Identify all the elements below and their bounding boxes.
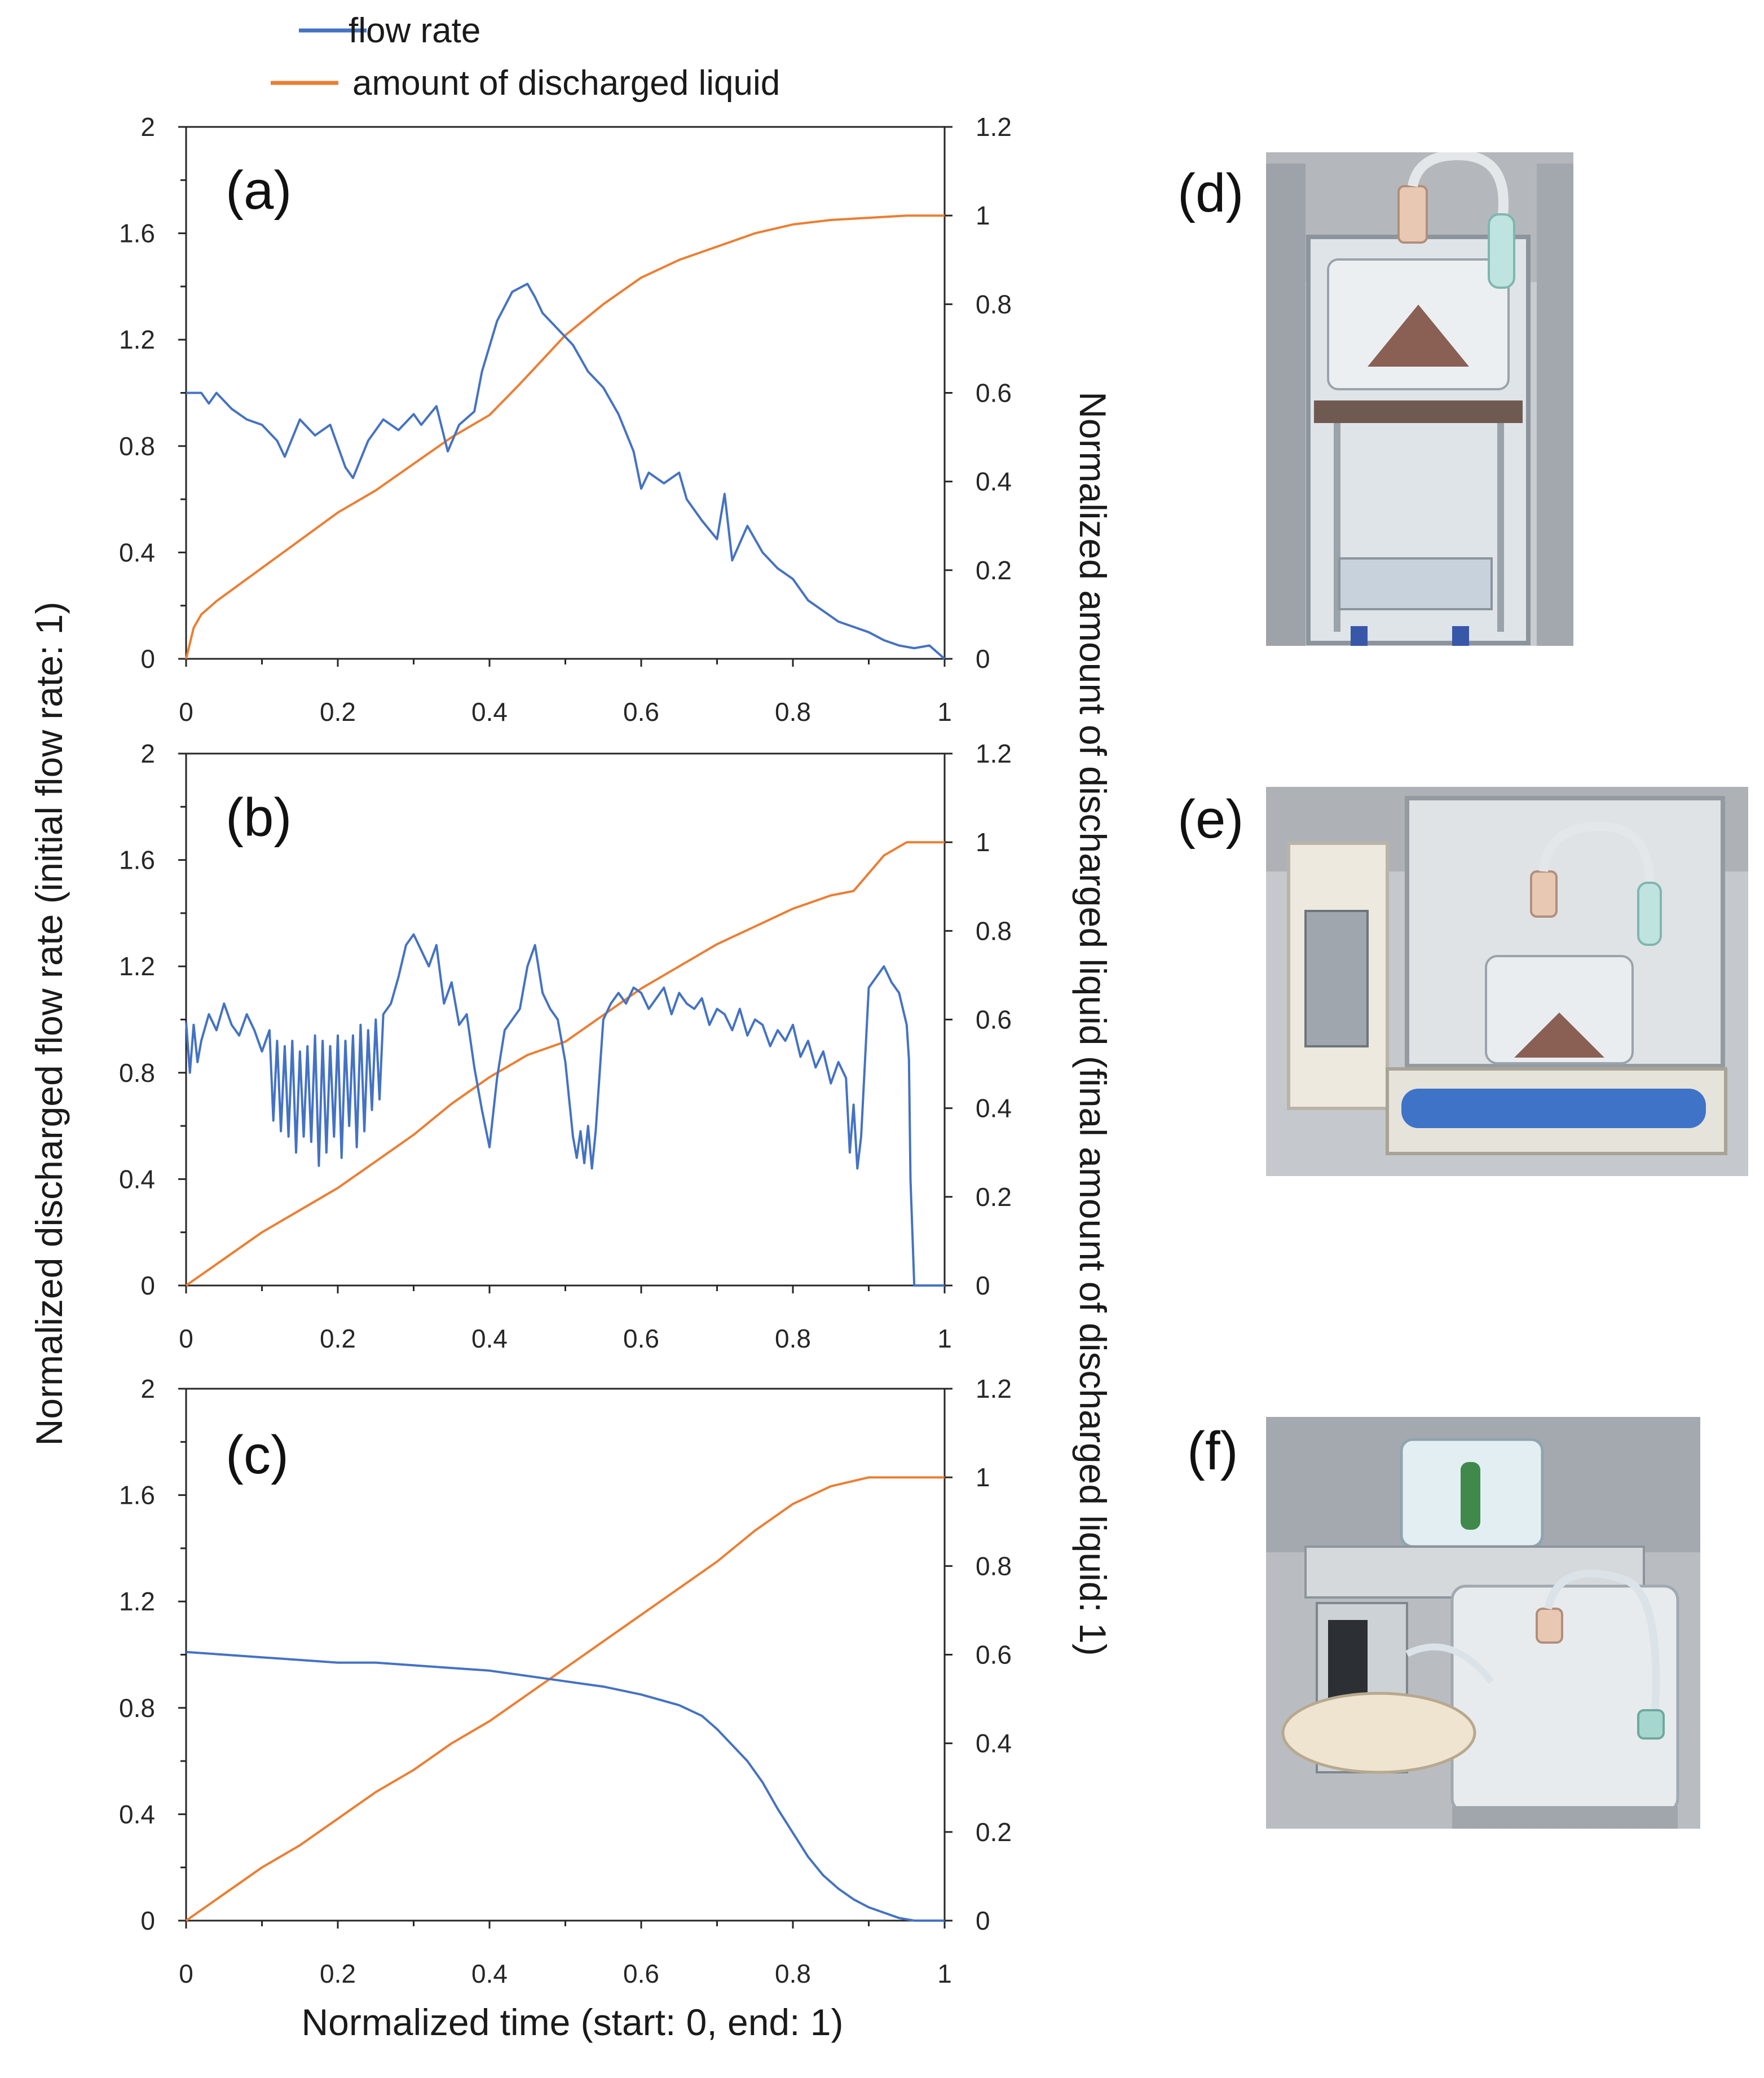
y-left-tick-label: 0 bbox=[140, 1906, 155, 1935]
photo-panel-f: (f) bbox=[1187, 1417, 1700, 1829]
y-left-tick-label: 2 bbox=[140, 112, 155, 142]
y-left-tick-label: 0 bbox=[140, 1271, 155, 1300]
x-tick-label: 0.2 bbox=[320, 697, 356, 727]
y-right-tick-label: 0.6 bbox=[976, 1640, 1012, 1670]
y-left-tick-label: 0.4 bbox=[119, 1799, 155, 1829]
x-tick-label: 0.2 bbox=[320, 1324, 356, 1353]
y-left-tick-label: 2 bbox=[140, 739, 155, 768]
y-left-tick-label: 0.8 bbox=[119, 432, 155, 461]
x-axis-title: Normalized time (start: 0, end: 1) bbox=[302, 2001, 844, 2043]
x-tick-label: 1 bbox=[937, 697, 952, 727]
flow-series-line bbox=[185, 933, 945, 1287]
y-right-tick-label: 1.2 bbox=[976, 739, 1012, 768]
x-tick-label: 0.8 bbox=[775, 1324, 811, 1353]
x-tick-label: 0.4 bbox=[471, 1959, 508, 1988]
y-right-tick-label: 0 bbox=[976, 1906, 990, 1935]
photo-panel-d: (d) bbox=[1178, 152, 1573, 646]
y-right-tick-label: 0.8 bbox=[976, 916, 1012, 945]
y-right-tick-label: 1.2 bbox=[976, 112, 1012, 142]
x-tick-label: 0.6 bbox=[623, 697, 659, 727]
x-axis: 0 0.2 0.4 0.6 0.8 1 bbox=[179, 1285, 952, 1353]
y-left-tick-label: 0.8 bbox=[119, 1058, 155, 1088]
y-right-tick-label: 1 bbox=[976, 827, 990, 857]
y-right-axis: 0 0.2 0.4 0.6 0.8 1 1.2 bbox=[945, 112, 1012, 673]
y-left-tick-label: 0.4 bbox=[119, 538, 155, 567]
x-tick-label: 1 bbox=[937, 1324, 952, 1353]
y-right-tick-label: 0.6 bbox=[976, 1005, 1012, 1034]
flow-series-line bbox=[186, 283, 946, 660]
panel-label-a: (a) bbox=[226, 160, 292, 221]
photo-panel-e: (e) bbox=[1178, 787, 1748, 1176]
y-right-axis: 0 0.2 0.4 0.6 0.8 1 1.2 bbox=[945, 1374, 1012, 1935]
panel-label-e: (e) bbox=[1178, 789, 1243, 849]
x-axis: 0 0.2 0.4 0.6 0.8 1 bbox=[179, 659, 952, 727]
amount-series-line bbox=[185, 841, 945, 1287]
y-left-tick-label: 2 bbox=[140, 1374, 155, 1403]
chart-panel-c: 0 0.4 0.8 1.2 1.6 2 0 0.2 0.4 0.6 0.8 1 1.2 0 0.2 0.4… bbox=[119, 1374, 1012, 1988]
y-right-tick-label: 0.6 bbox=[976, 378, 1012, 408]
y-right-tick-label: 0.4 bbox=[976, 1729, 1012, 1758]
y-right-axis-title: Normalized amount of discharged liquid (… bbox=[1072, 391, 1114, 1656]
y-right-tick-label: 0 bbox=[976, 1271, 990, 1300]
legend-label-flow: flow rate bbox=[349, 11, 480, 50]
y-right-tick-label: 0 bbox=[976, 644, 990, 673]
amount-series-line bbox=[185, 214, 945, 659]
x-tick-label: 0.2 bbox=[320, 1959, 356, 1988]
y-right-tick-label: 0.2 bbox=[976, 1182, 1012, 1212]
y-left-axis: 0 0.4 0.8 1.2 1.6 2 bbox=[119, 739, 186, 1300]
y-left-tick-label: 1.6 bbox=[119, 219, 155, 248]
chart-panel-a: 0 0.4 0.8 1.2 1.6 2 0 0.2 0.4 0.6 0.8 1 1.2 0 0.2 0.4… bbox=[119, 112, 1012, 727]
x-tick-label: 0 bbox=[179, 697, 193, 727]
apparatus-photo-icon bbox=[1266, 787, 1748, 1176]
y-left-axis: 0 0.4 0.8 1.2 1.6 2 bbox=[119, 112, 186, 673]
y-right-tick-label: 0.8 bbox=[976, 1551, 1012, 1580]
y-left-tick-label: 0.8 bbox=[119, 1693, 155, 1723]
x-tick-label: 0 bbox=[179, 1959, 193, 1988]
y-left-axis-title: Normalized discharged flow rate (initial… bbox=[28, 602, 70, 1446]
y-right-tick-label: 0.4 bbox=[976, 467, 1012, 496]
y-left-tick-label: 1.6 bbox=[119, 1481, 155, 1510]
x-tick-label: 0.6 bbox=[623, 1324, 659, 1353]
x-tick-label: 0.4 bbox=[471, 1324, 508, 1353]
plot-area-frame bbox=[185, 1388, 946, 1922]
x-tick-label: 0.8 bbox=[775, 1959, 811, 1988]
y-right-axis: 0 0.2 0.4 0.6 0.8 1 1.2 bbox=[945, 739, 1012, 1300]
x-tick-label: 0.8 bbox=[775, 697, 811, 727]
x-tick-label: 0.4 bbox=[471, 697, 508, 727]
apparatus-photo-icon bbox=[1266, 152, 1573, 646]
plot-area-frame bbox=[185, 752, 946, 1287]
panel-label-c: (c) bbox=[226, 1425, 289, 1485]
x-tick-label: 0.6 bbox=[623, 1959, 659, 1988]
y-left-tick-label: 0.4 bbox=[119, 1164, 155, 1194]
x-tick-label: 0 bbox=[179, 1324, 193, 1353]
panel-label-d: (d) bbox=[1178, 163, 1243, 223]
y-left-tick-label: 0 bbox=[140, 644, 155, 673]
y-right-tick-label: 1.2 bbox=[976, 1374, 1012, 1403]
y-left-axis: 0 0.4 0.8 1.2 1.6 2 bbox=[119, 1374, 186, 1935]
y-right-tick-label: 1 bbox=[976, 201, 990, 230]
panel-label-b: (b) bbox=[226, 787, 292, 848]
y-right-tick-label: 0.2 bbox=[976, 556, 1012, 585]
y-left-tick-label: 1.2 bbox=[119, 325, 155, 354]
legend: flow rate amount of discharged liquid bbox=[271, 11, 780, 103]
y-right-tick-label: 0.2 bbox=[976, 1817, 1012, 1847]
panel-label-f: (f) bbox=[1187, 1421, 1238, 1481]
y-left-tick-label: 1.2 bbox=[119, 1587, 155, 1616]
y-left-tick-label: 1.2 bbox=[119, 952, 155, 981]
legend-label-amount: amount of discharged liquid bbox=[352, 64, 780, 103]
y-left-tick-label: 1.6 bbox=[119, 846, 155, 875]
y-right-tick-label: 0.4 bbox=[976, 1094, 1012, 1123]
x-tick-label: 1 bbox=[937, 1959, 952, 1988]
y-right-tick-label: 1 bbox=[976, 1463, 990, 1492]
apparatus-photo-icon bbox=[1266, 1417, 1700, 1829]
plot-area-frame bbox=[185, 126, 946, 660]
y-right-tick-label: 0.8 bbox=[976, 289, 1012, 319]
x-axis: 0 0.2 0.4 0.6 0.8 1 bbox=[179, 1921, 952, 1988]
chart-panel-b: 0 0.4 0.8 1.2 1.6 2 0 0.2 0.4 0.6 0.8 1 1.2 0 0.2 0.4… bbox=[119, 739, 1012, 1353]
amount-series-line bbox=[185, 1476, 945, 1922]
flow-series-line bbox=[186, 1650, 945, 1922]
